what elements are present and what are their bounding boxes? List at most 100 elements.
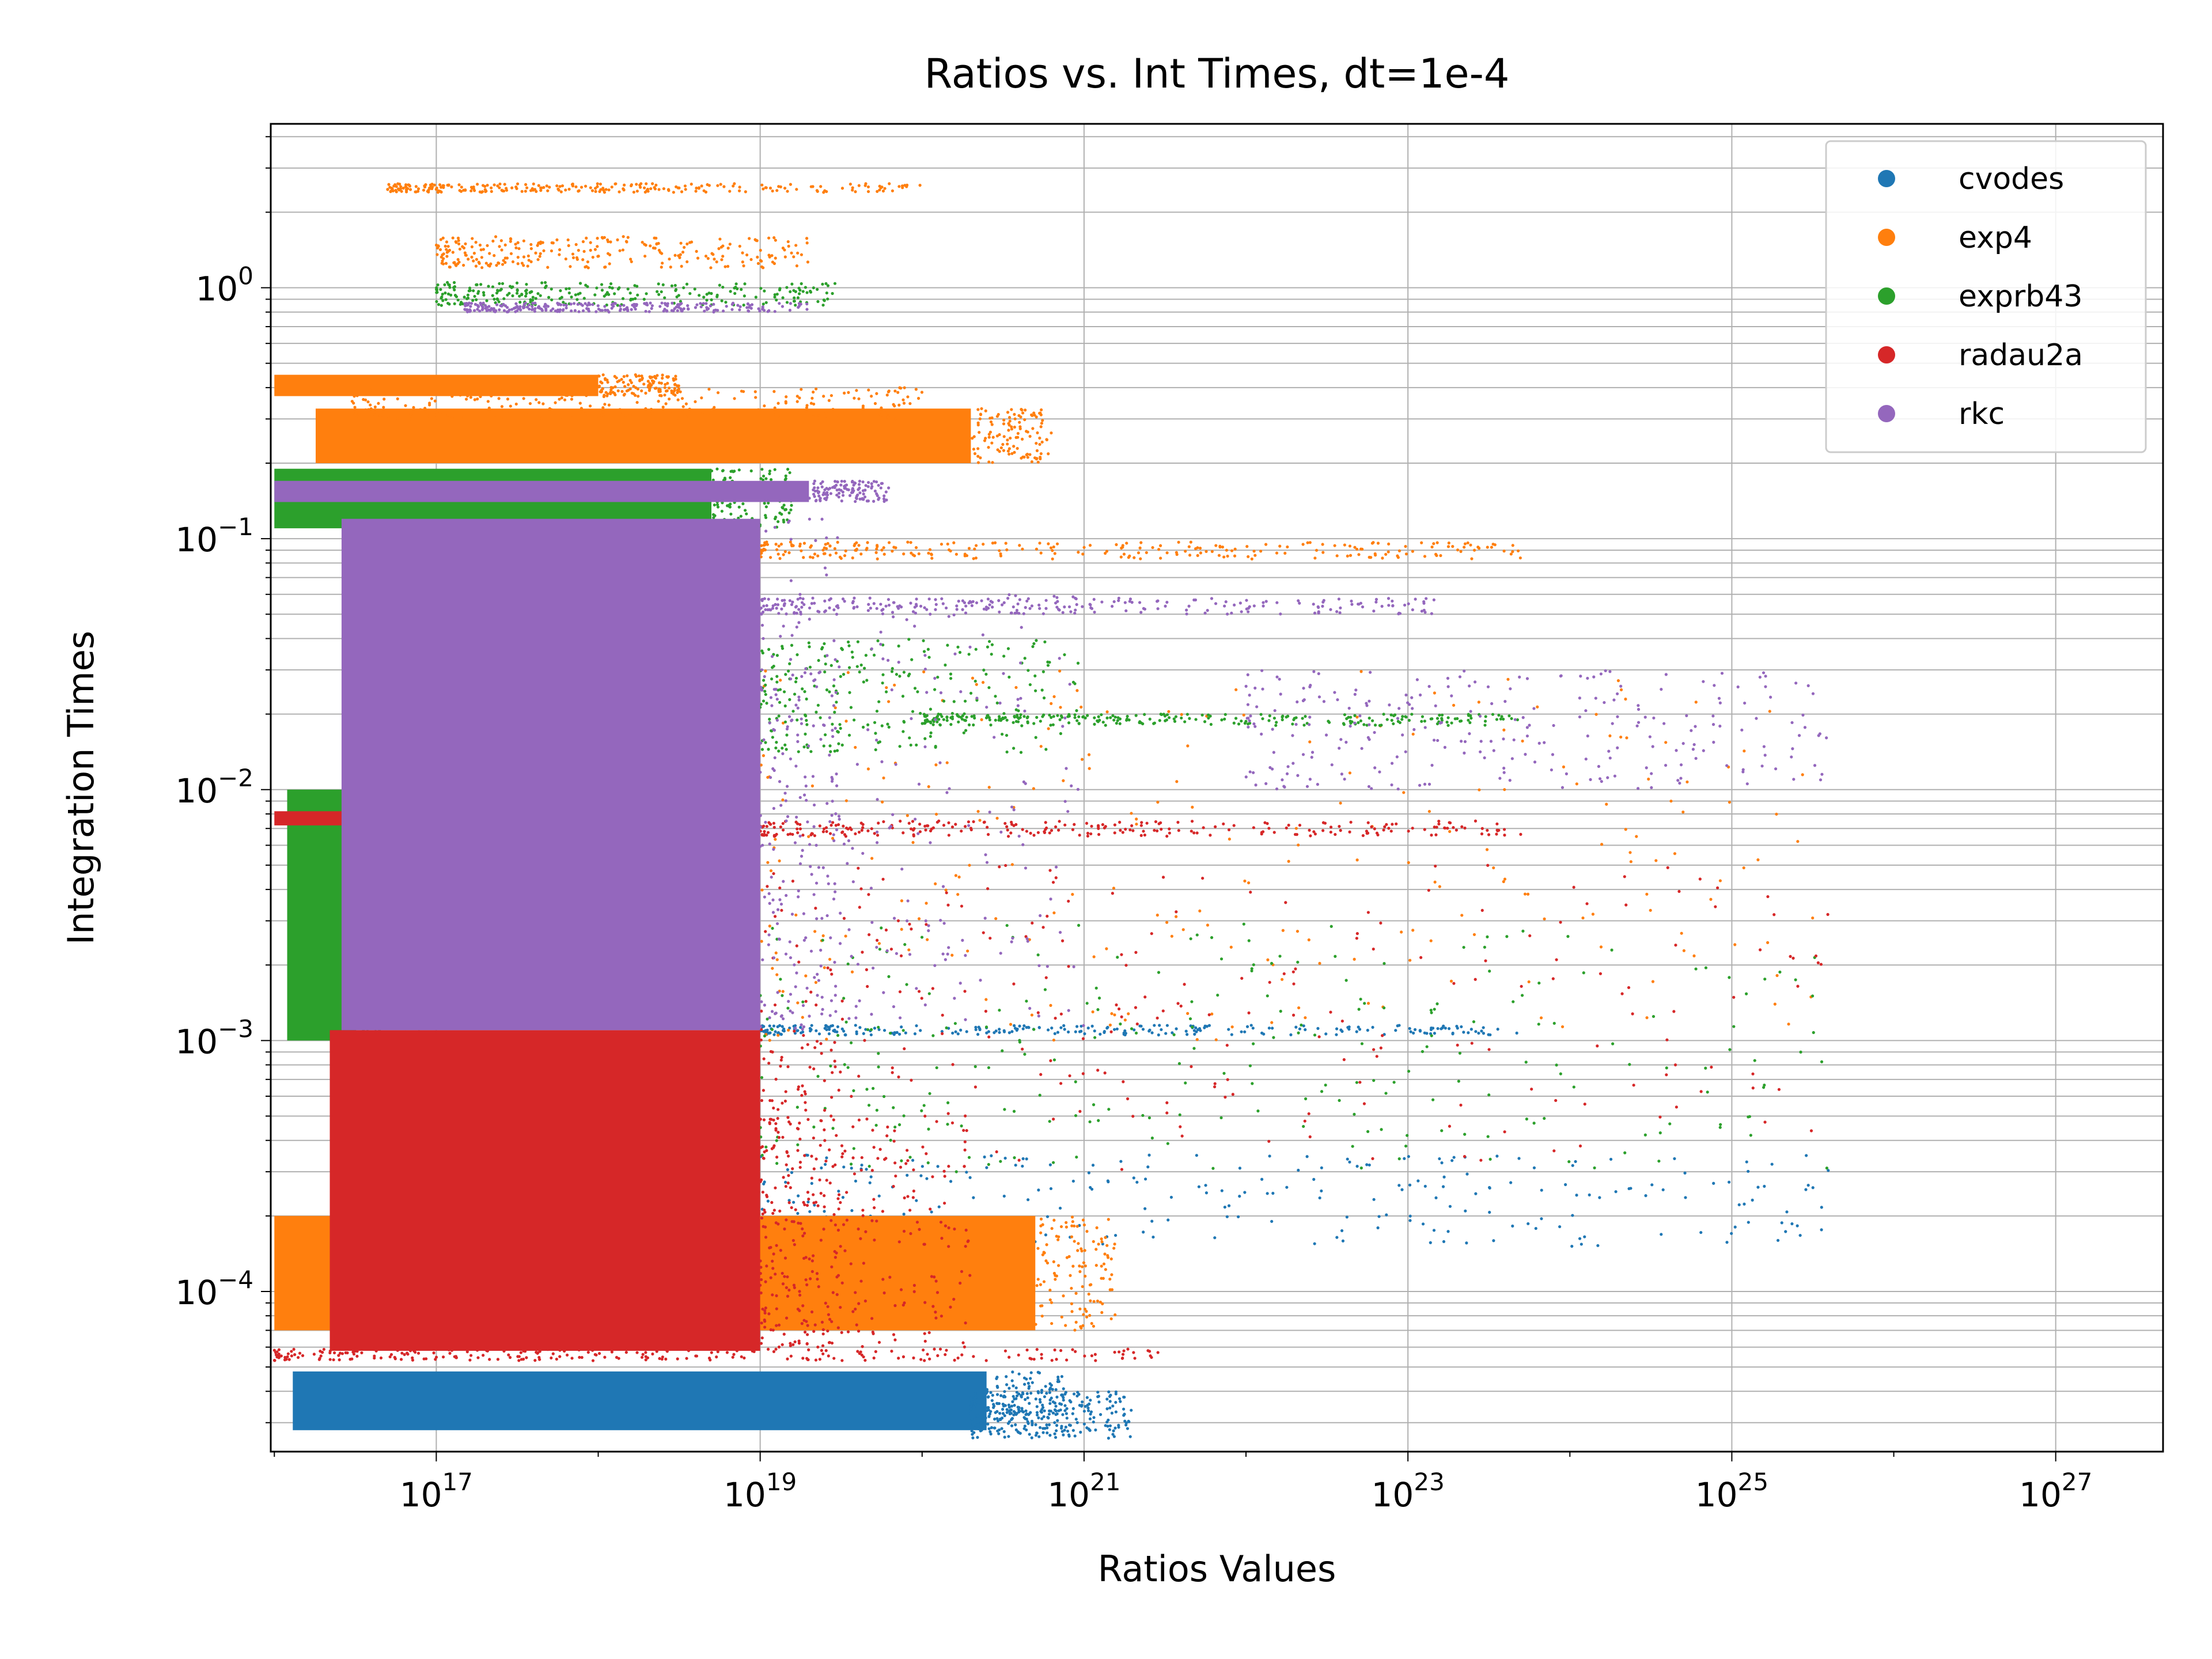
point-exp4: [355, 394, 359, 397]
point-cvodes: [969, 1407, 973, 1411]
point-exprb43: [636, 293, 639, 297]
point-exp4: [1094, 1248, 1098, 1251]
point-exp4: [1218, 544, 1222, 548]
point-cvodes: [1511, 1224, 1514, 1228]
point-radau2a: [1156, 1351, 1160, 1354]
point-exp4: [379, 413, 382, 416]
point-exp4: [794, 913, 798, 917]
point-exp4: [622, 187, 625, 191]
point-radau2a: [855, 1323, 858, 1327]
point-exp4: [404, 188, 408, 191]
point-exp4: [1014, 435, 1018, 440]
point-exprb43: [766, 1017, 769, 1021]
point-exprb43: [822, 744, 825, 748]
point-radau2a: [918, 830, 922, 834]
point-exprb43: [562, 301, 565, 304]
point-radau2a: [791, 1167, 794, 1171]
point-exp4: [710, 252, 714, 255]
point-radau2a: [821, 1352, 825, 1355]
point-cvodes: [1031, 1381, 1034, 1384]
point-exprb43: [501, 282, 505, 285]
point-exp4: [459, 393, 462, 397]
point-exp4: [1059, 1225, 1063, 1229]
point-exprb43: [1301, 717, 1304, 720]
point-exp4: [851, 556, 854, 560]
point-exprb43: [908, 1156, 912, 1159]
point-cvodes: [1112, 1435, 1116, 1438]
point-exp4: [722, 185, 726, 188]
point-radau2a: [911, 820, 915, 823]
point-exp4: [1104, 551, 1107, 555]
point-exp4: [812, 415, 815, 419]
point-cvodes: [1790, 1222, 1794, 1226]
point-exp4: [704, 255, 708, 258]
point-cvodes: [1763, 1184, 1766, 1188]
point-cvodes: [1088, 1417, 1092, 1421]
point-exp4: [706, 257, 710, 260]
point-exprb43: [897, 644, 900, 648]
point-exprb43: [824, 282, 828, 285]
point-cvodes: [1123, 1419, 1127, 1423]
point-exp4: [471, 237, 474, 240]
point-exprb43: [986, 645, 990, 649]
point-radau2a: [1040, 1357, 1043, 1360]
point-exp4: [1742, 866, 1745, 870]
point-exp4: [478, 190, 482, 194]
point-exprb43: [773, 517, 777, 521]
point-exp4: [1628, 851, 1632, 854]
point-exprb43: [609, 282, 613, 286]
point-exp4: [1270, 1021, 1274, 1024]
point-exprb43: [859, 663, 863, 667]
point-exprb43: [891, 666, 894, 671]
point-cvodes: [989, 1410, 993, 1413]
point-radau2a: [1263, 821, 1267, 824]
point-radau2a: [1124, 827, 1127, 831]
point-exp4: [396, 187, 400, 191]
point-exprb43: [718, 283, 721, 287]
point-exp4: [825, 1037, 828, 1041]
point-radau2a: [770, 1147, 774, 1150]
point-exp4: [990, 441, 994, 445]
point-exprb43: [764, 741, 767, 744]
point-exp4: [991, 435, 995, 439]
point-exp4: [502, 259, 505, 262]
point-exprb43: [762, 679, 766, 682]
point-radau2a: [819, 1143, 822, 1147]
point-radau2a: [1751, 1086, 1755, 1090]
point-exp4: [1448, 830, 1452, 834]
point-cvodes: [1205, 1025, 1209, 1028]
point-cvodes: [1451, 1032, 1455, 1036]
point-cvodes: [1346, 1157, 1349, 1161]
point-exp4: [733, 397, 736, 400]
point-exp4: [584, 184, 588, 188]
point-exp4: [640, 374, 643, 378]
point-exprb43: [764, 692, 767, 696]
point-radau2a: [844, 826, 849, 830]
point-exprb43: [777, 749, 781, 753]
point-exp4: [520, 190, 524, 193]
point-exp4: [1304, 1016, 1307, 1020]
point-cvodes: [970, 1429, 974, 1433]
point-radau2a: [769, 1245, 772, 1249]
point-exp4: [529, 260, 533, 263]
point-exp4: [637, 395, 640, 398]
point-exprb43: [543, 281, 547, 285]
point-exprb43: [1043, 988, 1047, 991]
point-exprb43: [785, 301, 789, 304]
point-exp4: [1694, 700, 1698, 704]
point-exp4: [1077, 551, 1080, 554]
point-exprb43: [887, 725, 891, 729]
point-cvodes: [985, 1166, 988, 1169]
point-radau2a: [783, 1227, 786, 1231]
point-cvodes: [1077, 1392, 1081, 1396]
point-radau2a: [792, 1283, 796, 1287]
point-exprb43: [660, 290, 663, 294]
point-exp4: [1091, 1010, 1094, 1014]
point-exp4: [442, 252, 445, 256]
point-exp4: [514, 402, 518, 406]
point-exprb43: [1247, 939, 1251, 942]
point-exprb43: [764, 477, 768, 480]
point-radau2a: [771, 1328, 775, 1332]
point-exp4: [1074, 1320, 1078, 1324]
point-exp4: [925, 902, 928, 905]
